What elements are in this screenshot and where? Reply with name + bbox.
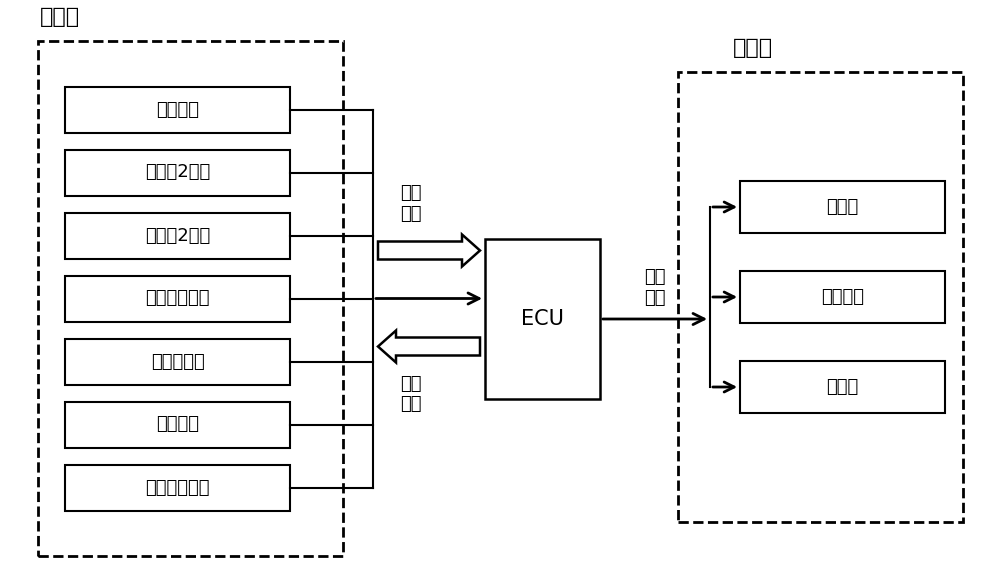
Bar	[740, 361, 945, 413]
Text: 节气门位置: 节气门位置	[151, 353, 204, 370]
Text: 点火线圈: 点火线圈	[821, 288, 864, 306]
Bar	[740, 181, 945, 233]
Bar	[65, 86, 290, 133]
Text: 缸温（2路）: 缸温（2路）	[145, 164, 210, 182]
Bar	[485, 239, 600, 399]
Text: 燃油压力: 燃油压力	[156, 415, 199, 433]
Bar	[65, 339, 290, 384]
Text: 曲轴位置: 曲轴位置	[156, 100, 199, 119]
Text: 喷油器: 喷油器	[826, 198, 859, 216]
Text: 指令
下发: 指令 下发	[644, 268, 666, 307]
Text: 功能
诊断: 功能 诊断	[400, 374, 422, 413]
FancyArrow shape	[378, 235, 480, 266]
Bar	[65, 402, 290, 447]
Bar	[678, 72, 963, 522]
Bar	[38, 41, 343, 556]
Text: 排温（2路）: 排温（2路）	[145, 227, 210, 245]
Bar	[65, 213, 290, 259]
FancyArrow shape	[378, 331, 480, 363]
Text: 执行器: 执行器	[733, 38, 773, 58]
Text: 传感器: 传感器	[40, 7, 80, 27]
Text: 宽域氧传感器: 宽域氧传感器	[145, 478, 210, 496]
Bar	[65, 464, 290, 510]
Text: 节气门: 节气门	[826, 378, 859, 396]
Text: ECU: ECU	[521, 309, 564, 329]
Text: 信号
监测: 信号 监测	[400, 184, 422, 223]
Bar	[65, 276, 290, 322]
Text: 进气温度压力: 进气温度压力	[145, 290, 210, 308]
Bar	[65, 150, 290, 196]
Bar	[740, 271, 945, 323]
